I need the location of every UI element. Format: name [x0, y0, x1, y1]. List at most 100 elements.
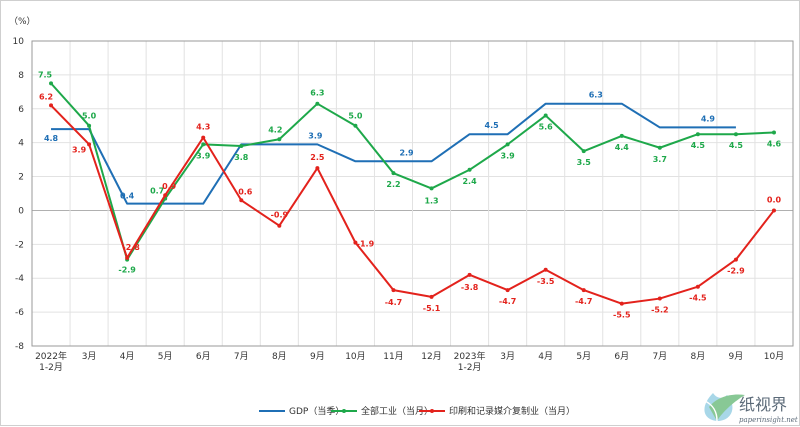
legend-label: 全部工业（当月）	[361, 405, 433, 417]
y-tick-label: 6	[18, 105, 24, 115]
y-tick-label: 4	[18, 139, 24, 149]
legend: GDP（当季） 全部工业（当月） 印刷和记录媒介复制业（当月）	[259, 405, 575, 417]
x-tick-label: 3月	[500, 351, 515, 362]
data-label: 3.8	[234, 153, 249, 162]
data-point	[239, 144, 244, 149]
data-label: -4.5	[689, 294, 707, 303]
data-label: 2.2	[386, 180, 400, 189]
data-label: -3.5	[537, 277, 555, 286]
data-point	[353, 123, 358, 128]
x-tick-label: 1-2月	[458, 362, 482, 373]
data-label: 0.4	[120, 192, 135, 201]
data-label: -5.5	[613, 311, 631, 320]
legend-item: 印刷和记录媒介复制业（当月）	[419, 405, 575, 417]
y-tick-label: 2	[18, 173, 24, 183]
data-label: 7.5	[38, 70, 53, 79]
data-label: 4.9	[701, 114, 716, 123]
data-label: -3.8	[461, 283, 479, 292]
data-point	[315, 101, 320, 106]
data-point	[429, 186, 434, 191]
y-tick-label: -2	[15, 240, 24, 250]
data-label: -4.7	[499, 297, 517, 306]
data-label: -4.7	[385, 298, 403, 307]
y-tick-label: 10	[13, 37, 25, 47]
data-label: 3.9	[72, 145, 87, 154]
data-point	[505, 142, 510, 147]
plot-frame	[31, 40, 794, 347]
data-label: -2.8	[122, 243, 140, 252]
x-tick-label: 6月	[196, 351, 211, 362]
data-label: 3.9	[501, 151, 516, 160]
data-point	[391, 288, 396, 293]
data-point	[49, 81, 54, 86]
x-tick-label: 12月	[421, 351, 441, 362]
y-unit-label: （%）	[9, 16, 36, 27]
data-point	[125, 255, 130, 260]
x-tick-label: 7月	[652, 351, 667, 362]
y-tick-label: 0	[18, 206, 24, 216]
x-tick-label: 2023年	[454, 350, 486, 362]
series-layer	[49, 81, 776, 306]
y-tick-label: 8	[18, 71, 24, 81]
data-point	[695, 132, 700, 137]
x-tick-label: 8月	[272, 351, 287, 362]
data-label: 1.3	[424, 196, 438, 205]
data-label: 2.4	[462, 177, 477, 186]
data-point	[277, 223, 282, 228]
x-tick-label: 10月	[345, 351, 365, 362]
data-point	[87, 142, 92, 147]
y-tick-label: -8	[15, 342, 24, 352]
data-point	[315, 166, 320, 171]
x-tick-label: 4月	[120, 351, 135, 362]
data-label: -2.9	[727, 267, 745, 276]
data-label: 2.5	[310, 153, 325, 162]
data-label: -0.9	[271, 211, 289, 220]
data-point	[619, 301, 624, 306]
legend-label: 印刷和记录媒介复制业（当月）	[449, 405, 575, 417]
data-point	[239, 198, 244, 203]
series-line	[51, 102, 736, 205]
legend-item: 全部工业（当月）	[331, 405, 433, 417]
legend-marker	[430, 409, 434, 413]
data-label: -5.1	[423, 304, 441, 313]
data-label: -2.9	[118, 266, 136, 275]
data-point	[467, 167, 472, 172]
data-label: 0.9	[162, 182, 177, 191]
data-point	[543, 267, 548, 272]
series-2	[49, 103, 776, 306]
legend-item: GDP（当季）	[259, 405, 344, 417]
data-label-layer: 4.8 0.4 3.9 2.9 4.5 6.3 4.9 7.5 5.0 -2.9 0.7 3.9 3.8…	[38, 70, 782, 319]
data-label: 3.5	[577, 158, 592, 167]
data-label: 3.9	[308, 131, 323, 140]
data-label: 6.2	[39, 92, 53, 101]
x-tick-label: 2022年	[35, 350, 67, 362]
data-label: 4.5	[729, 141, 744, 150]
series-0	[51, 102, 736, 205]
data-label: 5.6	[539, 123, 554, 132]
data-point	[695, 284, 700, 289]
data-label: 4.8	[44, 134, 59, 143]
series-line	[50, 104, 775, 305]
x-tick-label: 10月	[764, 351, 784, 362]
x-tick-label: 6月	[614, 351, 629, 362]
x-tick-label: 4月	[538, 351, 553, 362]
data-point	[277, 137, 282, 142]
legend-label: GDP（当季）	[289, 405, 344, 417]
data-label: 4.4	[615, 143, 630, 152]
y-tick-label: -6	[15, 308, 24, 318]
x-tick-label: 5月	[158, 351, 173, 362]
x-tick-label: 7月	[234, 351, 249, 362]
data-label: 0.7	[150, 187, 164, 196]
data-point	[505, 288, 510, 293]
data-label: 5.0	[82, 112, 97, 121]
data-label: 4.2	[268, 125, 282, 134]
data-point	[733, 132, 738, 137]
data-point	[87, 123, 92, 128]
watermark-brand: 纸视界	[739, 395, 787, 414]
data-point	[733, 257, 738, 262]
data-label: -4.7	[575, 297, 593, 306]
data-label: -5.2	[651, 306, 669, 315]
data-point	[467, 272, 472, 277]
